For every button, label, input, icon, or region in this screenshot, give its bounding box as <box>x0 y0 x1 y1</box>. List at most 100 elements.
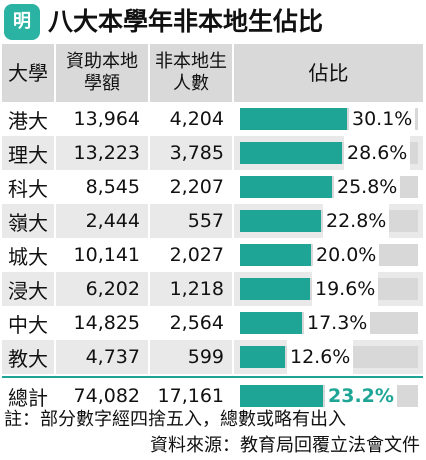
nonlocal-count: 2,207 <box>169 176 224 198</box>
header: 明 八大本學年非本地生佔比 <box>0 0 426 44</box>
university-name-cell: 理大 <box>2 136 56 170</box>
university-name: 理大 <box>8 142 48 167</box>
university-name-cell: 浸大 <box>2 272 56 306</box>
nonlocal-count: 3,785 <box>169 142 224 164</box>
funded-places-cell: 14,825 <box>56 306 150 340</box>
table-row: 教大 4,737 599 12.6% <box>2 340 423 374</box>
university-name-cell: 總計 <box>2 378 56 414</box>
bar <box>240 176 332 198</box>
funded-places: 6,202 <box>85 278 140 300</box>
share-cell: 23.2% <box>234 378 423 414</box>
header-line: 人數 <box>173 73 209 94</box>
header-text: 非本地生 人數 <box>150 44 232 102</box>
funded-places: 8,545 <box>85 176 140 198</box>
funded-places-cell: 6,202 <box>56 272 150 306</box>
chart-title: 八大本學年非本地生佔比 <box>48 7 324 36</box>
bar <box>240 108 347 130</box>
bar <box>240 346 285 368</box>
nonlocal-count-cell: 4,204 <box>150 102 234 136</box>
nonlocal-count: 4,204 <box>169 108 224 130</box>
header-line: 大學 <box>8 61 48 85</box>
nonlocal-count: 17,161 <box>157 385 224 407</box>
nonlocal-count-cell: 2,564 <box>150 306 234 340</box>
funded-places: 74,082 <box>73 385 140 407</box>
bar <box>240 312 302 334</box>
funded-places-cell: 8,545 <box>56 170 150 204</box>
funded-places-cell: 74,082 <box>56 378 150 414</box>
logo: 明 <box>4 4 40 40</box>
nonlocal-count-cell: 3,785 <box>150 136 234 170</box>
share-cell: 19.6% <box>234 272 423 306</box>
funded-places: 2,444 <box>85 210 140 232</box>
source-note: 資料來源：教育局回覆立法會文件 <box>150 435 420 456</box>
university-name: 中大 <box>8 312 48 337</box>
table-row: 中大 14,825 2,564 17.3% <box>2 306 423 340</box>
table-row: 城大 10,141 2,027 20.0% <box>2 238 423 272</box>
table-row: 港大 13,964 4,204 30.1% <box>2 102 423 136</box>
share-cell: 22.8% <box>234 204 423 238</box>
university-name: 教大 <box>8 346 48 371</box>
table-row: 科大 8,545 2,207 25.8% <box>2 170 423 204</box>
funded-places-cell: 2,444 <box>56 204 150 238</box>
funded-places: 14,825 <box>73 312 140 334</box>
data-label: 17.3% <box>304 306 371 340</box>
share-cell: 28.6% <box>234 136 423 170</box>
data-label: 12.6% <box>287 340 354 374</box>
nonlocal-count: 599 <box>187 346 224 368</box>
university-name-cell: 城大 <box>2 238 56 272</box>
share-cell: 12.6% <box>234 340 423 374</box>
share-cell: 17.3% <box>234 306 423 340</box>
nonlocal-count: 2,564 <box>169 312 224 334</box>
table-row: 嶺大 2,444 557 22.8% <box>2 204 423 238</box>
nonlocal-count-cell: 599 <box>150 340 234 374</box>
header-cell: 佔比 <box>234 44 423 102</box>
university-name-cell: 嶺大 <box>2 204 56 238</box>
funded-places: 13,964 <box>73 108 140 130</box>
bar <box>240 142 342 164</box>
university-name-cell: 教大 <box>2 340 56 374</box>
header-text: 佔比 <box>234 44 423 102</box>
header-line: 學額 <box>84 73 120 94</box>
header-cell: 非本地生 人數 <box>150 44 234 102</box>
nonlocal-count-cell: 2,027 <box>150 238 234 272</box>
university-name-cell: 港大 <box>2 102 56 136</box>
bar <box>240 278 310 300</box>
funded-places: 10,141 <box>73 244 140 266</box>
nonlocal-count-cell: 17,161 <box>150 378 234 414</box>
table-header-row: 大學 資助本地 學額 非本地生 人數 佔比 <box>2 44 423 102</box>
data-label: 25.8% <box>334 170 401 204</box>
data-label: 22.8% <box>323 204 390 238</box>
funded-places: 13,223 <box>73 142 140 164</box>
funded-places-cell: 13,223 <box>56 136 150 170</box>
funded-places-cell: 10,141 <box>56 238 150 272</box>
header-line: 非本地生 <box>155 51 227 72</box>
logo-text: 明 <box>13 11 31 32</box>
funded-places-cell: 13,964 <box>56 102 150 136</box>
data-label: 19.6% <box>312 272 379 306</box>
university-name: 浸大 <box>8 278 48 303</box>
university-name: 總計 <box>8 385 48 410</box>
share-cell: 20.0% <box>234 238 423 272</box>
header-text: 資助本地 學額 <box>56 44 148 102</box>
university-name-cell: 科大 <box>2 170 56 204</box>
data-label: 20.0% <box>313 238 380 272</box>
nonlocal-count: 557 <box>187 210 224 232</box>
data-table: 大學 資助本地 學額 非本地生 人數 佔比 港大 13,964 4,204 30.1% 理大 13,2… <box>2 44 423 414</box>
funded-places: 4,737 <box>85 346 140 368</box>
nonlocal-count: 1,218 <box>169 278 224 300</box>
university-name: 港大 <box>8 108 48 133</box>
data-label: 28.6% <box>344 136 411 170</box>
header-cell: 資助本地 學額 <box>56 44 150 102</box>
university-name-cell: 中大 <box>2 306 56 340</box>
university-name: 嶺大 <box>8 210 48 235</box>
table-row: 理大 13,223 3,785 28.6% <box>2 136 423 170</box>
total-row: 總計 74,082 17,161 23.2% <box>2 376 423 414</box>
share-cell: 25.8% <box>234 170 423 204</box>
university-name: 科大 <box>8 176 48 201</box>
funded-places-cell: 4,737 <box>56 340 150 374</box>
header-cell: 大學 <box>2 44 56 102</box>
bar <box>240 210 321 232</box>
bar <box>240 244 311 266</box>
share-cell: 30.1% <box>234 102 423 136</box>
header-text: 大學 <box>2 44 54 102</box>
